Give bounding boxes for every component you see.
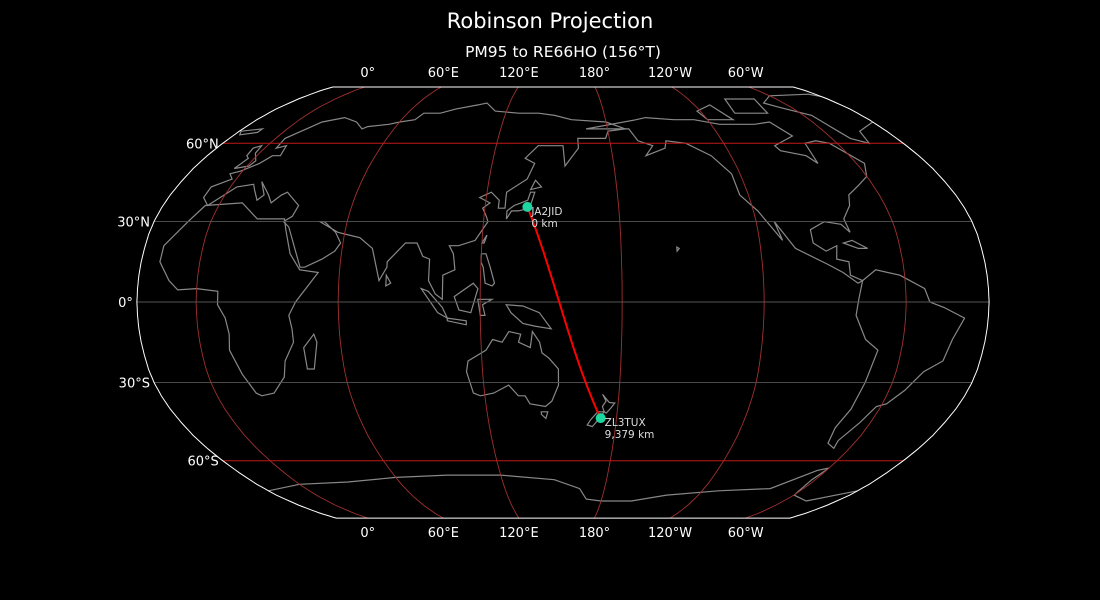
coastline: [303, 332, 318, 370]
coastline: [505, 191, 536, 220]
great-circle-path: [526, 206, 602, 419]
top-lon-label: 60°E: [428, 66, 459, 81]
coastline: [419, 287, 449, 320]
station-distance: 0 km: [531, 218, 557, 230]
station-marker[interactable]: [595, 413, 606, 424]
coastline: [465, 329, 560, 408]
coastlines: [159, 93, 966, 502]
graticule: [136, 87, 990, 519]
coastline: [827, 269, 966, 450]
top-lon-label: 120°W: [648, 66, 692, 81]
lat-label: 60°S: [187, 455, 218, 470]
coastline: [159, 202, 320, 397]
coastline: [601, 394, 616, 414]
coastline-antarctica: [268, 467, 858, 502]
station-callsign: ZL3TUX: [605, 417, 646, 429]
tick-labels: 0° 0° 60°E 60°E 120°E 120°E 180° 180° 120°W 120°W…: [117, 66, 764, 541]
lat-label: 60°N: [186, 137, 219, 152]
coastline: [841, 239, 868, 249]
map-subtitle: PM95 to RE66HO (156°T): [465, 43, 661, 61]
coastline: [480, 234, 488, 244]
top-lon-label: 120°E: [499, 66, 539, 81]
coastline: [529, 179, 543, 191]
lat-label: 30°S: [119, 376, 150, 391]
coastline: [695, 104, 736, 121]
coastline: [238, 128, 265, 136]
bottom-lon-label: 0°: [360, 526, 375, 541]
coastline: [676, 246, 681, 253]
map-title: Robinson Projection: [446, 9, 654, 33]
coastline: [446, 317, 467, 326]
coastline: [585, 116, 868, 284]
top-lon-label: 0°: [360, 66, 375, 81]
bottom-lon-label: 180°: [579, 526, 610, 541]
top-lon-label: 60°W: [728, 66, 764, 81]
bottom-lon-label: 60°E: [428, 526, 459, 541]
station-marker[interactable]: [522, 201, 533, 212]
map-outline: [136, 86, 990, 519]
coastline: [233, 144, 264, 170]
lat-label: 30°N: [117, 216, 150, 231]
coastline: [480, 253, 496, 287]
station-callsign: JA2JID: [530, 206, 562, 218]
coastline: [540, 411, 549, 420]
coastline: [723, 98, 769, 114]
coastline: [202, 102, 626, 301]
bottom-lon-label: 120°E: [499, 526, 539, 541]
top-lon-label: 180°: [579, 66, 610, 81]
coastline: [762, 93, 874, 145]
coastline: [505, 304, 553, 330]
bottom-lon-label: 60°W: [728, 526, 764, 541]
lat-label: 0°: [118, 296, 133, 311]
station-distance: 9,379 km: [605, 429, 655, 441]
bottom-lon-label: 120°W: [648, 526, 692, 541]
coastline: [385, 273, 392, 287]
coastline: [453, 282, 479, 314]
